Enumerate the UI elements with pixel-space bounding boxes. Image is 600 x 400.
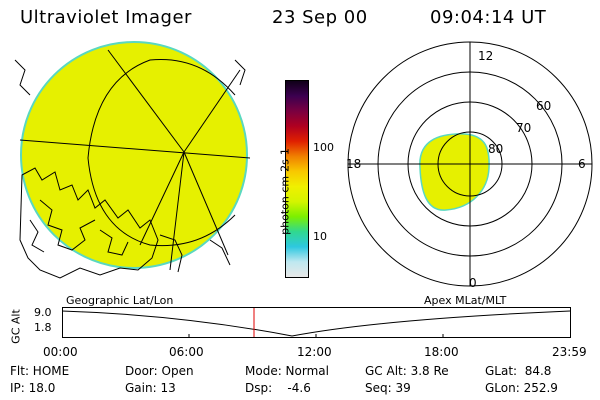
status-mode: Mode: Normal — [245, 364, 329, 378]
status-glon: GLon: 252.9 — [485, 381, 558, 395]
timeline-frame — [62, 307, 571, 338]
coastline — [14, 59, 31, 96]
polar-panel-label: Apex MLat/MLT — [424, 294, 507, 307]
timeline-axis-label: GC Alt — [9, 309, 23, 344]
timeline-ytick-9: 9.0 — [34, 306, 52, 319]
polar-panel: 12 18 6 0 60 70 80 — [346, 41, 593, 290]
colorbar-unit-label: photon cm-2s-1 — [278, 148, 292, 235]
mlt-label-6: 6 — [578, 157, 586, 171]
colorbar-tick-100: 100 — [313, 141, 334, 154]
polar-aurora-oval — [419, 133, 490, 211]
timeline-xtick-2359: 23:59 — [552, 345, 587, 359]
colorbar — [285, 80, 309, 278]
colorbar-gradient — [286, 81, 308, 277]
latitude-circle — [87, 58, 236, 159]
meridian-line — [107, 49, 185, 153]
status-door: Door: Open — [125, 364, 194, 378]
status-dsp: Dsp: -4.6 — [245, 381, 311, 395]
meridian-line — [139, 151, 185, 246]
meridian-line — [169, 151, 185, 271]
meridian-line — [183, 69, 241, 153]
geographic-image-panel — [14, 41, 251, 279]
timeline-xtick-1800: 18:00 — [424, 345, 459, 359]
mlt-label-0: 0 — [469, 276, 477, 290]
coastline — [234, 59, 246, 86]
status-gc-alt: GC Alt: 3.8 Re — [365, 364, 449, 378]
meridian-line — [183, 151, 229, 256]
lat-label-60: 60 — [536, 99, 551, 113]
mlt-label-18: 18 — [346, 157, 361, 171]
colorbar-tick-10: 10 — [313, 230, 327, 243]
latitude-line — [19, 139, 251, 159]
lat-label-80: 80 — [488, 142, 503, 156]
date-label: 23 Sep 00 — [272, 7, 368, 28]
status-flt: Flt: HOME — [10, 364, 70, 378]
coastline — [29, 219, 45, 253]
geographic-aurora-disk — [20, 41, 248, 269]
coastline — [159, 234, 183, 273]
timeline-xtick-0000: 00:00 — [43, 345, 78, 359]
geographic-panel-label: Geographic Lat/Lon — [66, 294, 174, 307]
timeline-xtick-0600: 06:00 — [169, 345, 204, 359]
timeline-xtick-1200: 12:00 — [297, 345, 332, 359]
status-glat: GLat: 84.8 — [485, 364, 552, 378]
status-ip: IP: 18.0 — [10, 381, 56, 395]
coastline — [99, 229, 129, 256]
status-gain: Gain: 13 — [125, 381, 176, 395]
gc-altitude-curve — [62, 310, 571, 337]
mlt-label-12: 12 — [478, 49, 493, 63]
lat-label-70: 70 — [516, 121, 531, 135]
latitude-circle — [87, 157, 236, 247]
coastline — [39, 199, 96, 251]
coastline — [19, 167, 159, 279]
instrument-title: Ultraviolet Imager — [20, 7, 192, 28]
time-label: 09:04:14 UT — [430, 7, 547, 28]
orbit-altitude-timeline — [62, 307, 571, 338]
status-seq: Seq: 39 — [365, 381, 411, 395]
coastline — [209, 239, 231, 266]
timeline-ytick-1_8: 1.8 — [34, 321, 52, 334]
